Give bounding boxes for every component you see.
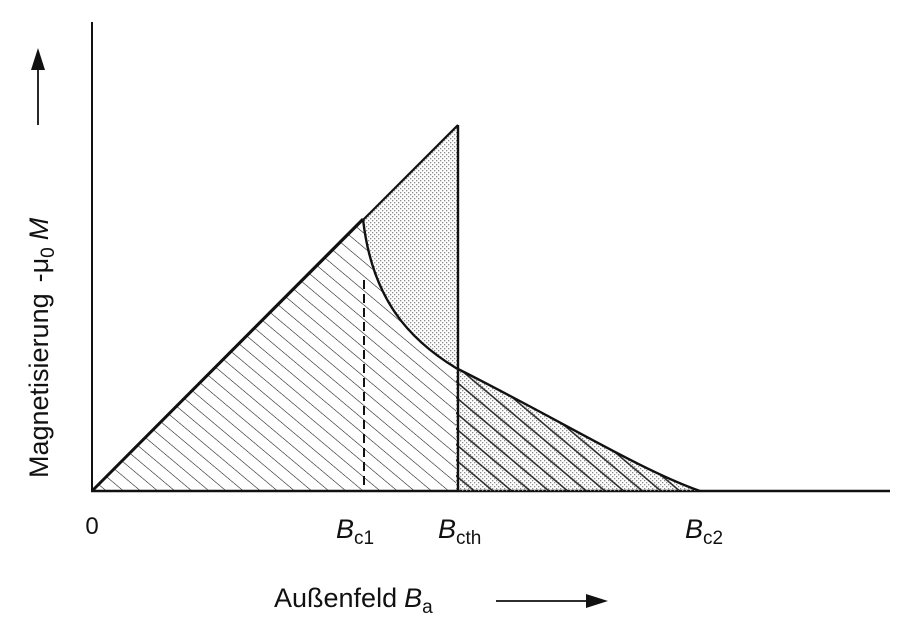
meissner-line-bc1 bbox=[90, 217, 365, 493]
energy-equality-stippled-region bbox=[363, 125, 458, 368]
tick-label-bc1: Bc1 bbox=[336, 514, 374, 549]
x-axis-arrow bbox=[496, 594, 608, 608]
mixed-state-region-hatch bbox=[456, 368, 700, 491]
y-axis-arrow bbox=[31, 48, 45, 125]
tick-label-bc2: Bc2 bbox=[685, 514, 723, 549]
type2-magnetization-curve bbox=[361, 218, 701, 493]
tick-label-bcth: Bcth bbox=[438, 514, 481, 549]
x-axis-title: Außenfeld Ba bbox=[274, 583, 433, 618]
origin-label: 0 bbox=[85, 513, 98, 540]
y-axis-title: Magnetisierung-μ0M bbox=[24, 217, 59, 478]
